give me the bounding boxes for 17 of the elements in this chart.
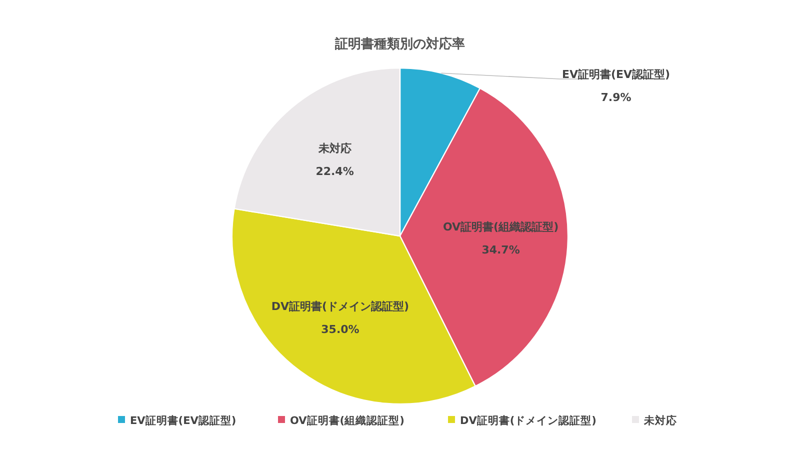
data-label: 34.7% bbox=[482, 244, 520, 257]
slice-label: DV証明書(ドメイン認証型) bbox=[271, 300, 410, 314]
pie-slice bbox=[234, 67, 401, 237]
legend-label: EV証明書(EV認証型) bbox=[130, 414, 236, 427]
legend-item: DV証明書(ドメイン認証型) bbox=[448, 415, 596, 427]
legend-item: OV証明書(組織認証型) bbox=[278, 415, 404, 427]
legend-item: 未対応 bbox=[632, 415, 677, 427]
slice-label: EV証明書(EV認証型) bbox=[562, 68, 670, 81]
legend-label: OV証明書(組織認証型) bbox=[290, 414, 404, 427]
slice-label: 未対応 bbox=[317, 142, 352, 156]
chart-title: 証明書種類別の対応率 bbox=[334, 36, 465, 52]
legend-label: 未対応 bbox=[643, 414, 677, 427]
legend-item: EV証明書(EV認証型) bbox=[118, 415, 236, 427]
data-label: 35.0% bbox=[321, 323, 360, 336]
slice-label: OV証明書(組織認証型) bbox=[442, 220, 559, 234]
data-label: 22.4% bbox=[316, 165, 354, 178]
data-label: 7.9% bbox=[600, 91, 632, 104]
